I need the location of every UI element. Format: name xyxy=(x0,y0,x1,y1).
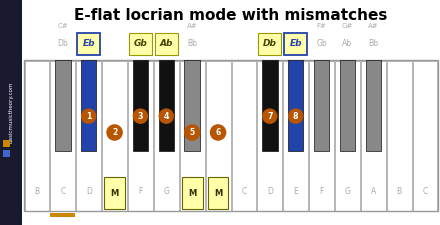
Text: basicmusictheory.com: basicmusictheory.com xyxy=(8,82,14,143)
Bar xyxy=(361,61,386,211)
Bar xyxy=(288,60,304,151)
Text: Gb: Gb xyxy=(133,40,147,49)
Bar xyxy=(208,177,228,209)
Bar xyxy=(158,60,174,151)
Text: G: G xyxy=(163,187,169,196)
Bar xyxy=(257,61,282,211)
Text: B: B xyxy=(396,187,402,196)
Text: M: M xyxy=(188,189,196,198)
Bar xyxy=(205,61,231,211)
Text: 1: 1 xyxy=(86,112,92,121)
Bar xyxy=(184,60,200,151)
Text: C: C xyxy=(60,187,66,196)
Bar xyxy=(129,33,152,55)
Bar xyxy=(128,61,153,211)
Bar xyxy=(0,0,22,225)
Text: 6: 6 xyxy=(216,128,221,137)
Text: Eb: Eb xyxy=(290,40,302,49)
Text: Gb: Gb xyxy=(316,38,327,47)
Bar xyxy=(3,150,10,157)
Bar xyxy=(133,60,148,151)
Text: D: D xyxy=(267,187,273,196)
Circle shape xyxy=(106,124,123,141)
Bar xyxy=(24,60,438,211)
Bar xyxy=(50,213,75,217)
Bar xyxy=(76,61,101,211)
Text: B: B xyxy=(34,187,40,196)
Text: E: E xyxy=(293,187,298,196)
Bar xyxy=(258,33,282,55)
Bar xyxy=(55,60,70,151)
Text: F#: F# xyxy=(317,23,326,29)
Bar xyxy=(102,61,127,211)
Text: 5: 5 xyxy=(190,128,195,137)
Text: Bb: Bb xyxy=(187,38,197,47)
Text: 8: 8 xyxy=(293,112,298,121)
Bar xyxy=(3,140,10,147)
Text: C#: C# xyxy=(58,23,68,29)
Bar xyxy=(413,61,437,211)
Bar xyxy=(284,33,307,55)
Text: 7: 7 xyxy=(267,112,272,121)
Bar xyxy=(50,61,75,211)
Text: Bb: Bb xyxy=(368,38,378,47)
Bar xyxy=(77,33,100,55)
Circle shape xyxy=(184,124,201,141)
Bar xyxy=(314,60,329,151)
Text: M: M xyxy=(110,189,119,198)
Bar xyxy=(81,60,96,151)
Text: Db: Db xyxy=(263,40,277,49)
Circle shape xyxy=(210,124,226,141)
Text: F: F xyxy=(319,187,324,196)
Text: Ab: Ab xyxy=(160,40,173,49)
Text: A#: A# xyxy=(187,23,198,29)
Bar xyxy=(366,60,381,151)
Circle shape xyxy=(288,108,304,124)
Text: C: C xyxy=(241,187,246,196)
Bar xyxy=(180,61,205,211)
Text: C: C xyxy=(422,187,428,196)
Circle shape xyxy=(158,108,174,124)
Text: Ab: Ab xyxy=(342,38,352,47)
Bar xyxy=(262,60,278,151)
Text: G#: G# xyxy=(342,23,353,29)
Text: A: A xyxy=(370,187,376,196)
Text: E-flat locrian mode with mismatches: E-flat locrian mode with mismatches xyxy=(74,8,388,23)
Circle shape xyxy=(262,108,278,124)
Bar xyxy=(182,177,202,209)
Text: Db: Db xyxy=(58,38,68,47)
Circle shape xyxy=(81,108,96,124)
Bar xyxy=(335,61,360,211)
Text: F: F xyxy=(138,187,143,196)
Bar xyxy=(340,60,355,151)
Text: A#: A# xyxy=(368,23,379,29)
Text: Eb: Eb xyxy=(82,40,95,49)
Text: 4: 4 xyxy=(164,112,169,121)
Bar xyxy=(154,61,179,211)
Bar xyxy=(283,61,308,211)
Text: 3: 3 xyxy=(138,112,143,121)
Bar xyxy=(387,61,412,211)
Text: G: G xyxy=(345,187,350,196)
Bar xyxy=(155,33,178,55)
Bar xyxy=(309,61,334,211)
Bar xyxy=(104,177,125,209)
Bar xyxy=(231,61,257,211)
Text: 2: 2 xyxy=(112,128,117,137)
Bar xyxy=(25,61,49,211)
Text: D: D xyxy=(86,187,92,196)
Text: M: M xyxy=(214,189,222,198)
Circle shape xyxy=(133,108,148,124)
